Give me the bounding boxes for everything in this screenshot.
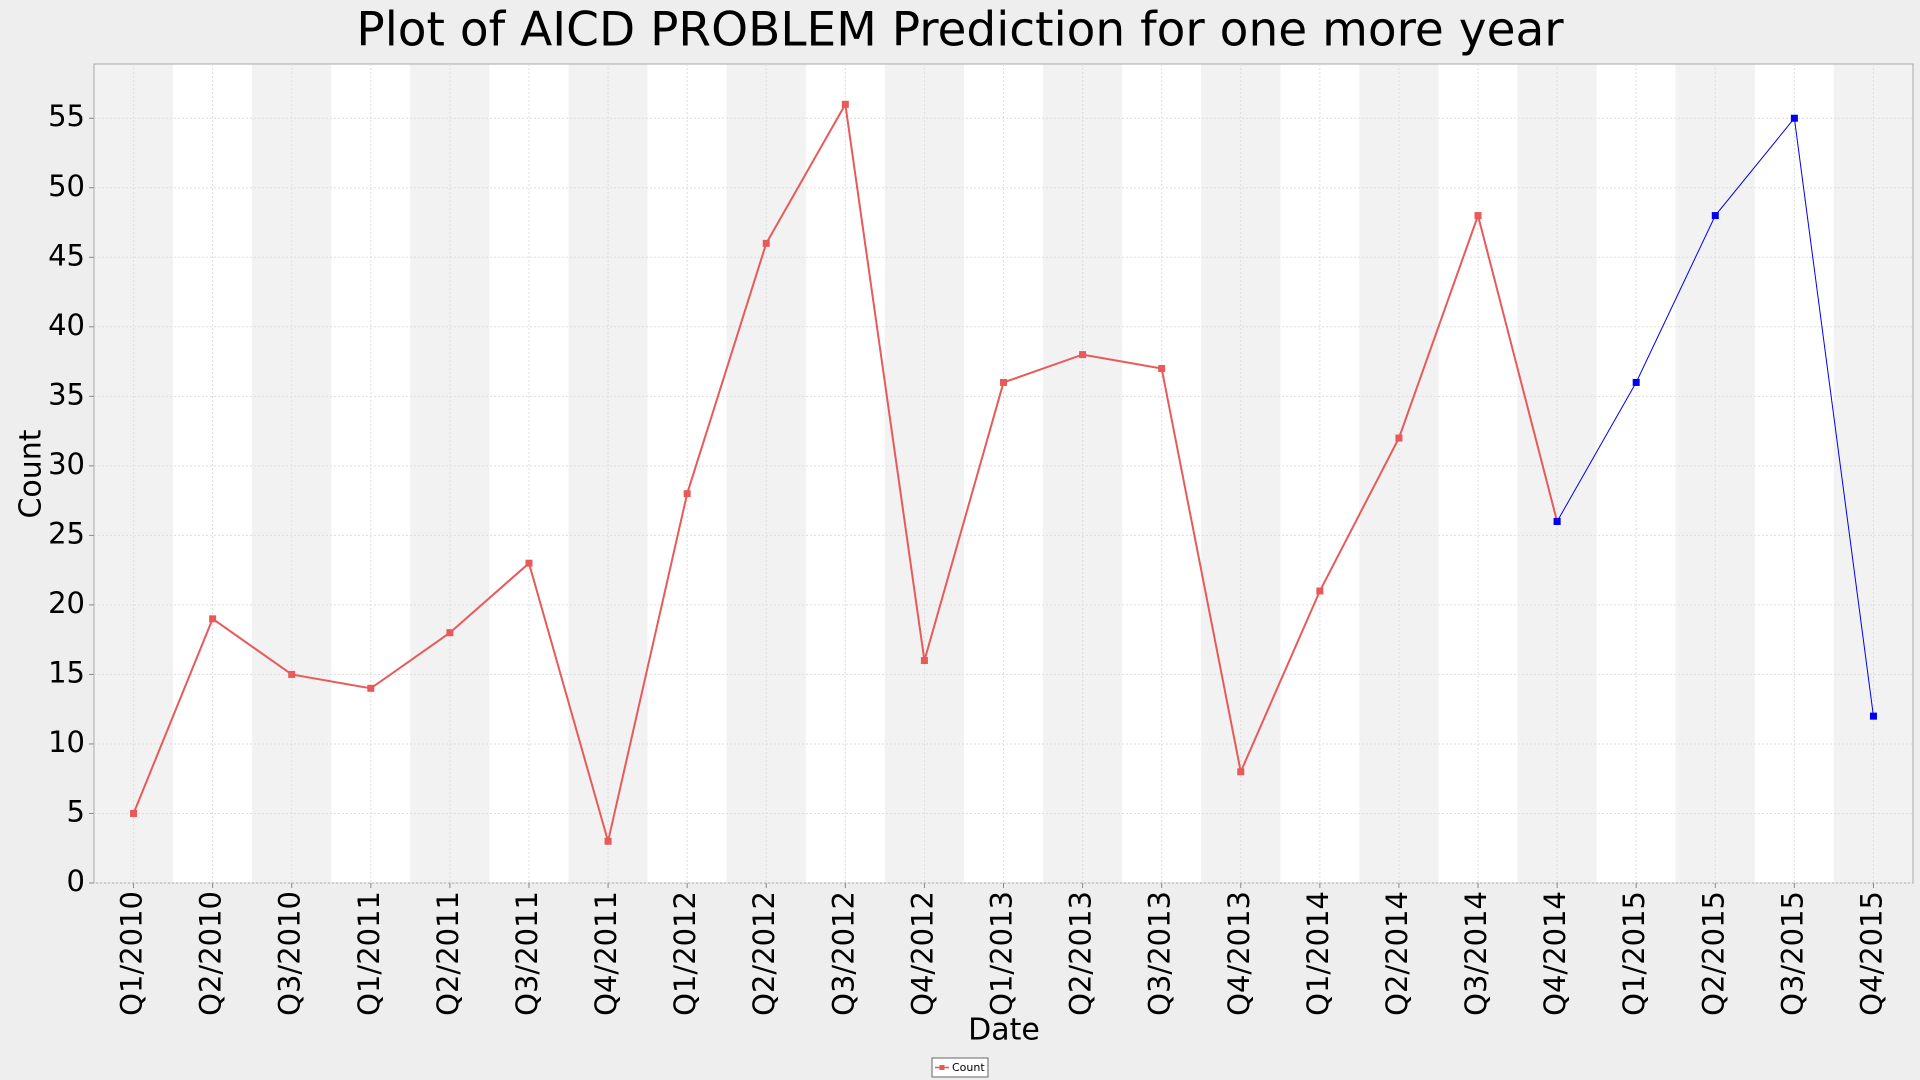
data-point [920, 657, 928, 665]
data-point [1474, 212, 1482, 220]
y-tick-label: 0 [67, 864, 85, 898]
x-tick-label: Q2/2015 [1696, 891, 1730, 1016]
x-tick-label: Q2/2014 [1380, 891, 1414, 1016]
data-point [1079, 351, 1087, 359]
y-tick-label: 30 [48, 447, 85, 481]
data-point [1790, 114, 1798, 122]
x-tick-label: Q1/2013 [985, 891, 1019, 1016]
data-point [1237, 768, 1245, 776]
x-tick-label: Q4/2014 [1538, 891, 1572, 1016]
y-tick-label: 20 [48, 586, 85, 620]
x-tick-label: Q2/2011 [431, 891, 465, 1016]
legend-label: Count [952, 1061, 985, 1074]
data-point [130, 809, 138, 817]
x-tick-label: Q1/2014 [1301, 891, 1335, 1016]
data-point [1553, 517, 1561, 525]
x-tick-label: Q1/2012 [668, 891, 702, 1016]
x-tick-label: Q4/2011 [589, 891, 623, 1016]
y-tick-label: 10 [48, 725, 85, 759]
labels: 0 5 10 15 20 25 30 35 40 45 50 55 Q1/2010 Q2/2010 Q3/2… [48, 99, 1888, 1016]
data-point [1316, 587, 1324, 595]
data-point [288, 670, 296, 678]
data-point [209, 615, 217, 623]
x-tick-label: Q4/2013 [1222, 891, 1256, 1016]
data-point [525, 559, 533, 567]
x-tick-label: Q3/2010 [273, 891, 307, 1016]
y-tick-label: 45 [48, 238, 85, 272]
data-point [683, 490, 691, 498]
y-tick-label: 55 [48, 99, 85, 133]
data-point [1000, 378, 1007, 386]
x-tick-label: Q3/2015 [1775, 891, 1809, 1016]
x-tick-label: Q2/2012 [747, 891, 781, 1016]
data-point [841, 100, 849, 108]
data-point [1158, 365, 1166, 373]
y-axis-label: Count [14, 429, 49, 518]
data-point [1632, 378, 1640, 386]
legend-marker [939, 1065, 945, 1070]
data-point [446, 629, 454, 637]
grid [89, 64, 1913, 888]
x-tick-label: Q3/2014 [1459, 891, 1493, 1016]
data-point [604, 837, 612, 845]
x-tick-label: Q1/2011 [352, 891, 386, 1016]
x-tick-label: Q1/2015 [1617, 891, 1651, 1016]
plot-bands [93, 63, 1914, 884]
data-point [762, 239, 770, 247]
x-tick-label: Q4/2015 [1854, 891, 1888, 1016]
x-tick-label: Q1/2010 [115, 891, 149, 1016]
y-tick-label: 15 [48, 655, 85, 689]
y-tick-label: 5 [67, 794, 85, 828]
data-point [1869, 712, 1877, 720]
chart-title: Plot of AICD PROBLEM Prediction for one … [356, 3, 1564, 58]
x-tick-label: Q4/2012 [905, 891, 939, 1016]
x-tick-label: Q3/2012 [826, 891, 860, 1016]
x-axis-label: Date [968, 1013, 1040, 1048]
data-point [1711, 212, 1719, 220]
x-tick-label: Q2/2010 [194, 891, 228, 1016]
x-tick-label: Q3/2013 [1143, 891, 1177, 1016]
y-tick-label: 25 [48, 516, 85, 550]
lines [130, 100, 1877, 845]
x-tick-label: Q2/2013 [1064, 891, 1098, 1016]
legend: Count [931, 1057, 989, 1078]
legend-box [931, 1057, 989, 1078]
data-point [367, 684, 375, 692]
data-point [1395, 434, 1403, 442]
y-tick-label: 35 [48, 377, 85, 411]
y-tick-label: 40 [48, 308, 85, 342]
x-tick-label: Q3/2011 [510, 891, 544, 1016]
y-tick-label: 50 [48, 169, 85, 203]
